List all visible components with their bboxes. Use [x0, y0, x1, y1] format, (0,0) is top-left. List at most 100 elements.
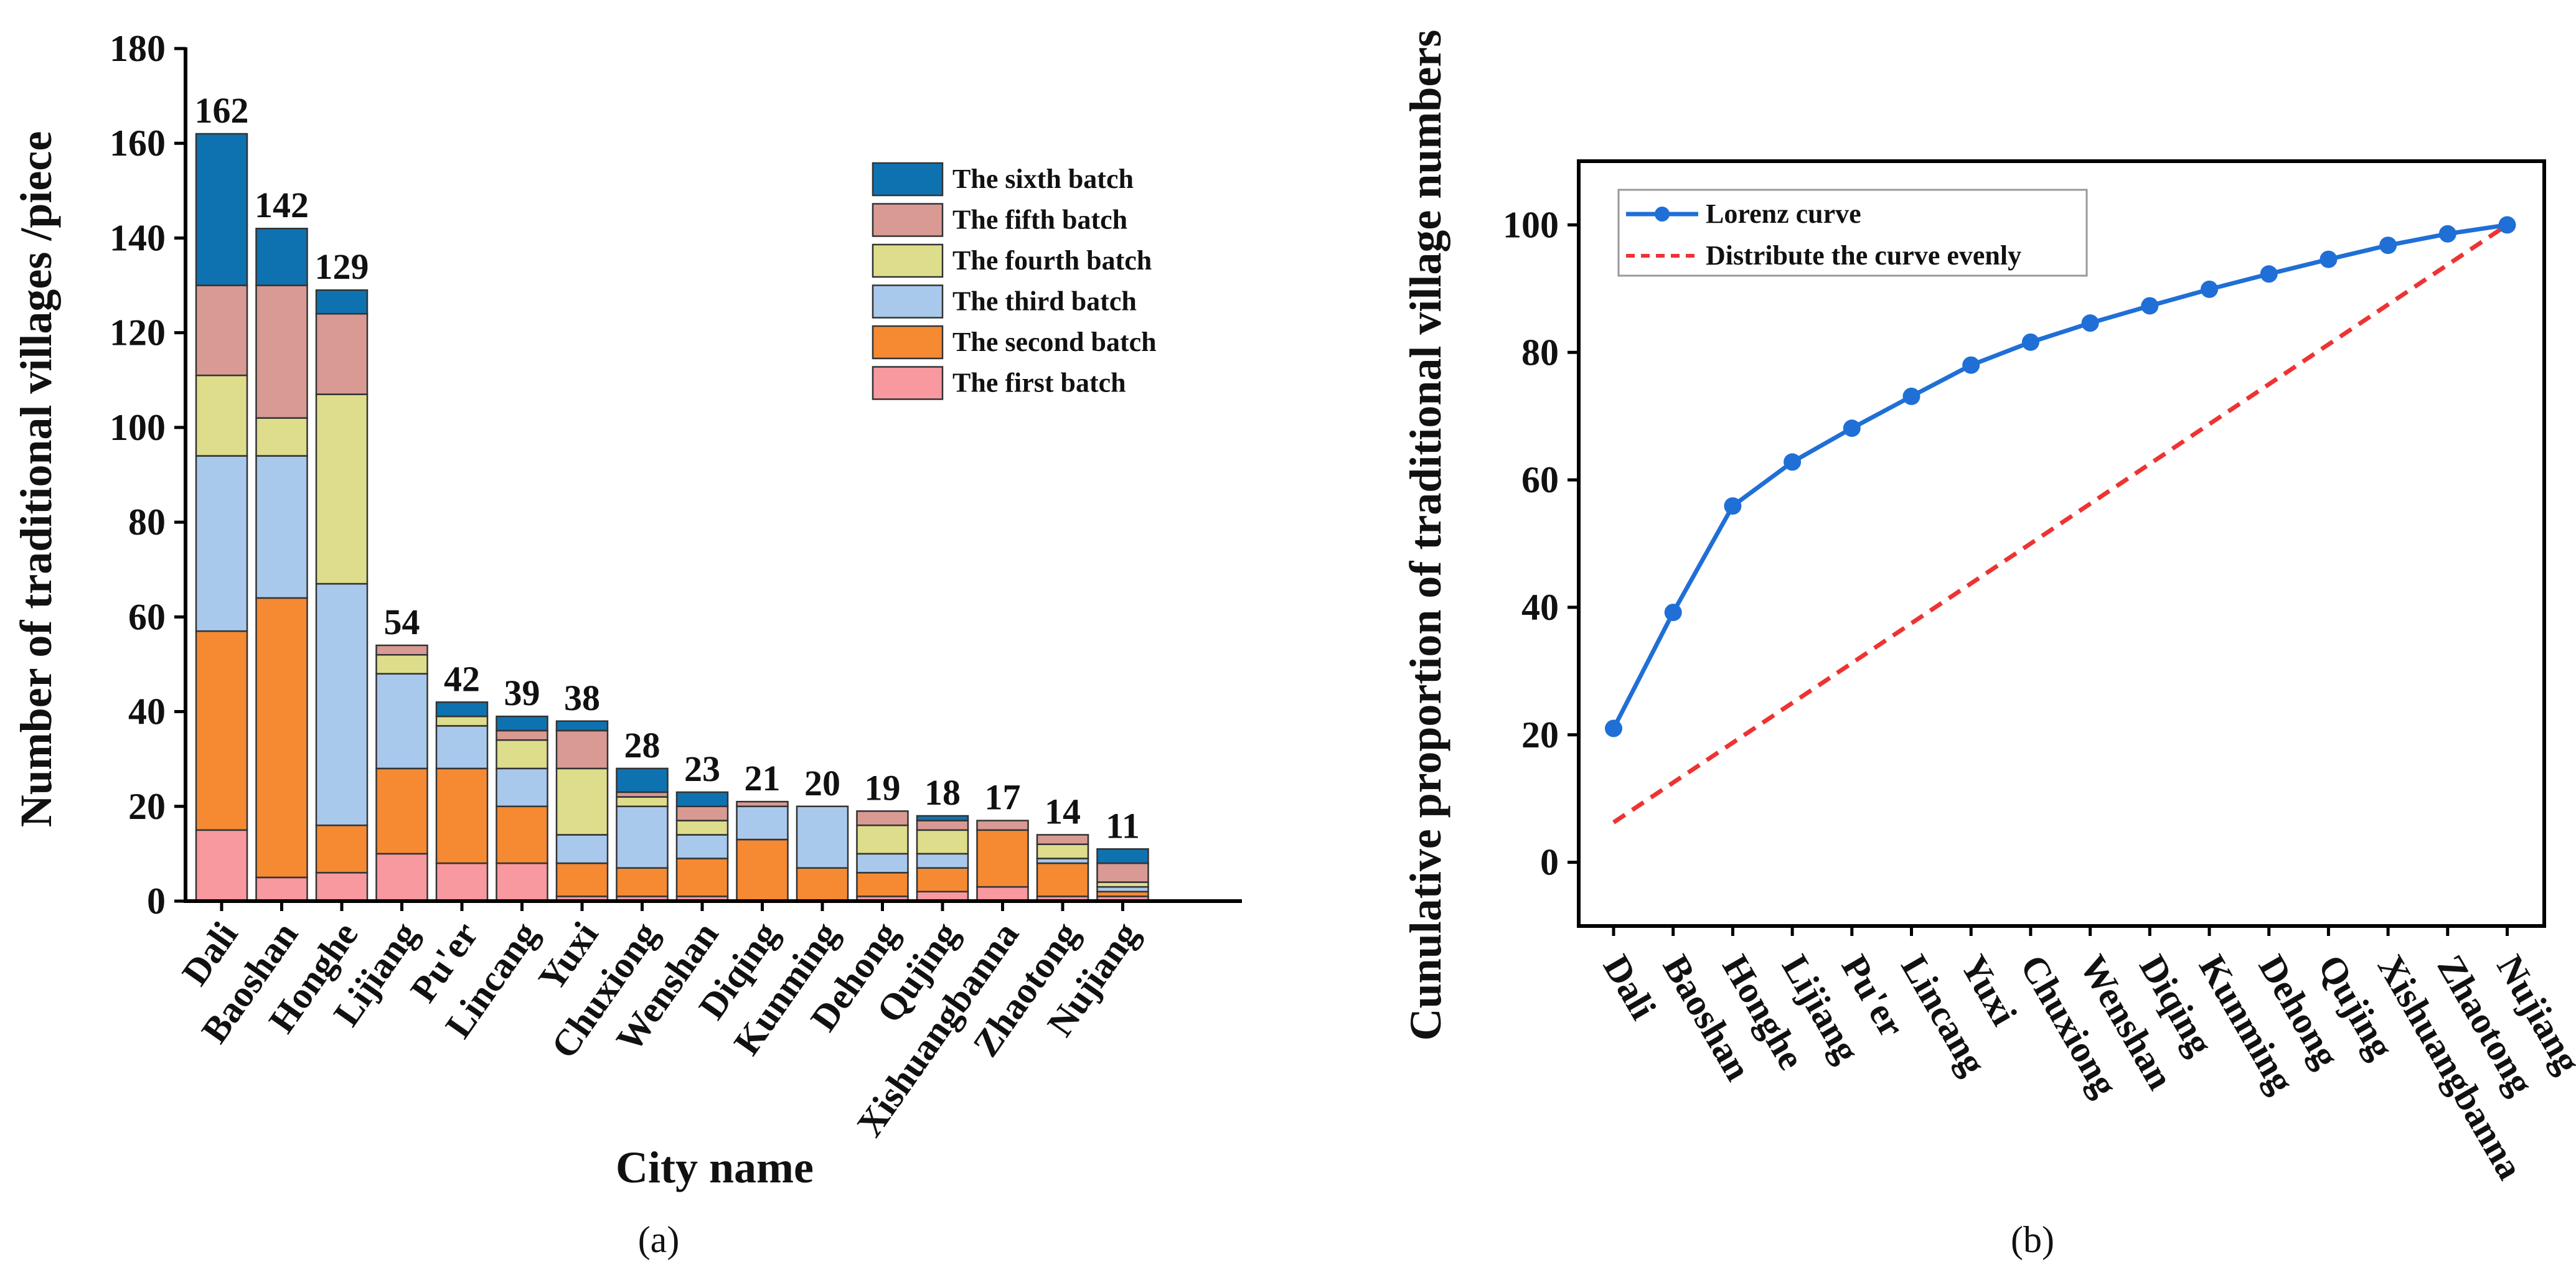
legend-label: The fifth batch — [952, 205, 1127, 235]
bar-total-label: 23 — [684, 749, 720, 789]
lorenz-point-pu-er — [1843, 419, 1861, 437]
bar-segment-the-first-batch-honghe — [315, 872, 369, 902]
y-tick-labels-b: 0 20 40 60 80 100 — [1503, 204, 1559, 882]
bar-segment-the-sixth-batch-nujiang — [1096, 848, 1149, 864]
bar-total-label: 17 — [985, 777, 1021, 818]
bar-segment-the-fifth-batch-xishuangbanna — [976, 820, 1029, 831]
lorenz-point-xishuangbanna — [2379, 236, 2397, 255]
bar-segment-the-sixth-batch-pu-er — [435, 701, 489, 718]
y-axis-title-b: Cunulative proportion of traditional vil… — [1401, 30, 1450, 1041]
bar-segment-the-fifth-batch-yuxi — [555, 729, 609, 770]
bar-segment-the-sixth-batch-baoshan — [255, 227, 308, 286]
bar-segment-the-second-batch-chuxiong — [616, 867, 669, 897]
bar-segment-the-fifth-batch-zhaotong — [1036, 834, 1089, 845]
bar-total-label: 18 — [924, 772, 961, 813]
legend-swatch-the-fourth-batch — [872, 243, 944, 278]
bar-segment-the-first-batch-lijiang — [375, 853, 428, 902]
y-tick-label-a: 20 — [128, 786, 166, 827]
y-tick-label-a: 120 — [110, 312, 166, 353]
line-series-group — [1605, 216, 2516, 825]
lorenz-point-chuxiong — [2021, 333, 2039, 351]
legend-b: Lorenz curve Distribute the curve evenly — [1617, 189, 2088, 277]
y-tick-label-b: 0 — [1540, 842, 1559, 883]
bar-segment-the-second-batch-honghe — [315, 824, 369, 874]
bar-segment-the-fifth-batch-wenshan — [675, 805, 729, 821]
bar-segment-the-sixth-batch-qujing — [916, 815, 969, 821]
bar-total-label: 162 — [195, 90, 249, 131]
legend-swatch-the-second-batch — [872, 325, 944, 360]
x-tick-labels-b: DaliBaoshanHongheLijiangPu'erLincangYuxi… — [1596, 948, 2576, 1187]
bar-segment-the-fifth-batch-baoshan — [255, 284, 308, 419]
bar-segment-the-fourth-batch-yuxi — [555, 767, 609, 836]
bar-segment-the-second-batch-qujing — [916, 867, 969, 893]
bar-segment-the-sixth-batch-dali — [195, 133, 248, 286]
bar-segment-the-third-batch-lijiang — [375, 673, 428, 770]
lorenz-curve-chart-b: 0 20 40 60 80 100 DaliBaoshanHongheLijiangPu'… — [1401, 30, 2576, 1260]
bar-segment-the-second-batch-pu-er — [435, 767, 489, 864]
bar-segment-the-second-batch-lijiang — [375, 767, 428, 855]
legend-label: The fourth batch — [952, 245, 1152, 276]
legend-swatch-the-third-batch — [872, 284, 944, 319]
x-tick-label-b: Dali — [1596, 948, 1664, 1026]
even-distribution-line — [1612, 223, 2509, 825]
bar-segment-the-fifth-batch-honghe — [315, 312, 369, 395]
legend-label: The first batch — [952, 368, 1126, 398]
bar-segment-the-third-batch-diqing — [736, 805, 789, 841]
bar-segment-the-fourth-batch-qujing — [916, 829, 969, 855]
legend-a: The sixth batch The fifth batch The fourth… — [872, 162, 1157, 400]
bar-segment-the-third-batch-dali — [195, 455, 248, 632]
lorenz-point-diqing — [2141, 297, 2159, 315]
bar-segment-the-fourth-batch-pu-er — [435, 715, 489, 727]
y-tick-label-a: 60 — [128, 596, 166, 637]
bar-segment-the-second-batch-dali — [195, 630, 248, 831]
bar-segment-the-third-batch-lincang — [496, 767, 548, 808]
lorenz-point-lijiang — [1784, 453, 1802, 471]
bar-segment-the-second-batch-xishuangbanna — [976, 829, 1029, 888]
bar-total-label: 38 — [564, 678, 600, 718]
bar-segment-the-fourth-batch-dali — [195, 374, 248, 457]
legend-label: The third batch — [952, 286, 1137, 317]
bar-segment-the-fifth-batch-qujing — [916, 820, 969, 831]
bar-segment-the-fourth-batch-lijiang — [375, 653, 428, 675]
bar-segment-the-fourth-batch-zhaotong — [1036, 843, 1089, 859]
bar-segment-the-second-batch-yuxi — [555, 862, 609, 897]
panel-label-b: (b) — [2011, 1219, 2054, 1260]
bar-segment-the-first-batch-lincang — [496, 862, 548, 902]
bar-segment-the-fifth-batch-lincang — [496, 729, 548, 741]
bar-segment-the-fifth-batch-dehong — [856, 810, 909, 826]
lorenz-point-honghe — [1724, 497, 1742, 515]
y-tick-label-a: 40 — [128, 691, 166, 732]
bar-segment-the-sixth-batch-chuxiong — [616, 767, 669, 793]
bar-total-label: 142 — [255, 185, 309, 225]
bar-segment-the-fourth-batch-dehong — [856, 824, 909, 855]
bar-segment-the-second-batch-diqing — [736, 838, 789, 902]
bar-segment-the-first-batch-xishuangbanna — [976, 886, 1029, 902]
bar-segment-the-third-batch-dehong — [856, 853, 909, 874]
legend-label: The second batch — [952, 327, 1157, 357]
bar-segment-the-second-batch-wenshan — [675, 858, 729, 897]
bar-segment-the-third-batch-honghe — [315, 582, 369, 826]
axis-ticks-b — [1568, 223, 2509, 936]
legend-box-b — [1617, 189, 2088, 277]
bar-segment-the-fifth-batch-diqing — [736, 800, 789, 808]
bar-segment-the-fourth-batch-lincang — [496, 739, 548, 770]
y-tick-label-b: 100 — [1503, 204, 1559, 245]
bar-segment-the-fourth-batch-baoshan — [255, 417, 308, 457]
lorenz-curve-line — [1611, 222, 2508, 730]
legend-swatch-the-fifth-batch — [872, 203, 944, 237]
bar-segment-the-second-batch-baoshan — [255, 597, 308, 879]
y-axis-title-a: Number of traditional villages /piece — [11, 131, 61, 828]
bar-total-label: 54 — [384, 602, 420, 642]
bar-total-label: 42 — [444, 658, 480, 699]
bar-total-label: 19 — [865, 767, 901, 808]
panel-label-a: (a) — [638, 1219, 680, 1260]
y-tick-label-a: 160 — [110, 123, 166, 164]
lorenz-point-nujiang — [2498, 216, 2516, 234]
legend-marker-lorenz-curve — [1655, 207, 1670, 222]
bar-segment-the-sixth-batch-wenshan — [675, 791, 729, 808]
axes-a — [174, 47, 1242, 911]
y-tick-label-a: 80 — [128, 502, 166, 543]
bar-series-group — [195, 133, 1149, 902]
y-tick-labels-a: 0 20 40 60 80 100 120 140 160 180 — [110, 28, 166, 922]
lorenz-point-dali — [1605, 719, 1622, 737]
